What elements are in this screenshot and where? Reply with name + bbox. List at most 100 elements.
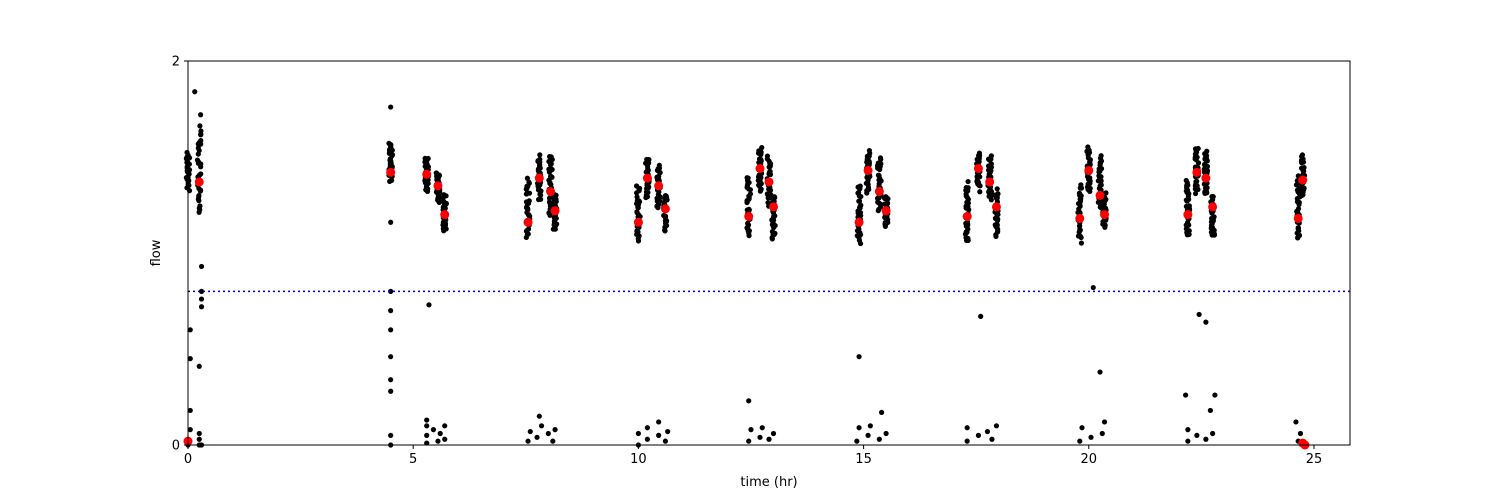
mean-point xyxy=(1293,213,1303,223)
observation-point xyxy=(746,438,752,444)
observation-points xyxy=(183,89,1308,448)
observation-point xyxy=(424,440,430,446)
observation-point xyxy=(661,212,667,219)
observation-point xyxy=(978,313,984,319)
observation-point xyxy=(766,436,772,442)
x-tick-label: 10 xyxy=(630,452,647,467)
mean-point xyxy=(1298,175,1308,185)
observation-point xyxy=(424,423,430,429)
mean-point xyxy=(633,217,643,227)
observation-point xyxy=(184,149,190,156)
observation-point xyxy=(194,157,201,163)
observation-point xyxy=(1085,181,1091,187)
observation-point xyxy=(655,191,661,198)
observation-point xyxy=(759,425,765,431)
observation-point xyxy=(526,198,532,204)
mean-point xyxy=(962,212,972,222)
observation-point xyxy=(553,198,559,205)
observation-point xyxy=(197,203,203,209)
observation-point xyxy=(1078,240,1085,246)
observation-point xyxy=(1293,182,1300,188)
observation-point xyxy=(1184,180,1190,186)
observation-point xyxy=(875,160,881,166)
observation-point xyxy=(187,356,193,362)
observation-point xyxy=(442,436,448,442)
observation-point xyxy=(526,190,533,196)
observation-point xyxy=(187,427,193,433)
observation-point xyxy=(425,186,431,192)
x-tick-label: 0 xyxy=(184,452,192,467)
observation-point xyxy=(196,193,202,199)
x-tick-label: 15 xyxy=(855,452,872,467)
observation-point xyxy=(1295,206,1302,212)
observation-point xyxy=(744,175,750,181)
observation-point xyxy=(662,438,669,444)
observation-point xyxy=(1194,178,1200,184)
observation-point xyxy=(196,430,202,437)
mean-point xyxy=(440,210,450,220)
observation-point xyxy=(1077,185,1083,191)
y-tick-label: 2 xyxy=(172,55,180,70)
observation-point xyxy=(656,419,662,425)
observation-point xyxy=(878,409,885,415)
observation-point xyxy=(534,434,540,440)
observation-point xyxy=(388,354,394,360)
mean-point xyxy=(422,169,432,179)
observation-point xyxy=(635,229,641,235)
observation-point xyxy=(538,423,545,429)
mean-point xyxy=(1201,173,1211,183)
observation-point xyxy=(1097,369,1103,375)
observation-point xyxy=(1096,173,1102,179)
observation-point xyxy=(875,172,882,178)
observation-point xyxy=(441,199,447,205)
x-axis-ticks: 0 5 10 15 20 25 xyxy=(184,445,1322,467)
mean-point xyxy=(550,206,560,216)
observation-point xyxy=(526,180,532,186)
observation-point xyxy=(756,148,762,155)
observation-point xyxy=(430,427,437,433)
observation-point xyxy=(665,428,671,435)
observation-point xyxy=(198,112,204,118)
mean-point xyxy=(194,177,204,187)
mean-point xyxy=(991,202,1001,212)
observation-point xyxy=(524,185,530,191)
observation-point xyxy=(769,236,775,242)
observation-point xyxy=(546,154,553,160)
observation-point xyxy=(1077,227,1083,233)
observation-point xyxy=(771,213,777,220)
observation-point xyxy=(388,388,394,394)
observation-point xyxy=(866,147,873,154)
observation-point xyxy=(1296,232,1303,238)
observation-point xyxy=(772,195,778,201)
observation-point xyxy=(1297,430,1304,437)
observation-point xyxy=(1097,204,1103,210)
observation-point xyxy=(1201,161,1208,168)
observation-point xyxy=(1087,157,1093,163)
observation-point xyxy=(1098,153,1104,159)
observation-point xyxy=(1298,157,1305,163)
observation-point xyxy=(866,153,872,159)
mean-point xyxy=(854,217,864,227)
observation-point xyxy=(1204,148,1210,154)
observation-point xyxy=(748,427,754,433)
observation-point xyxy=(546,166,552,172)
observation-point xyxy=(198,171,204,177)
mean-point xyxy=(1183,210,1193,220)
mean-point xyxy=(654,181,664,191)
mean-point xyxy=(863,165,873,175)
observation-point xyxy=(389,177,395,183)
mean-point xyxy=(1192,167,1202,177)
observation-point xyxy=(1207,407,1213,414)
observation-point xyxy=(195,145,201,151)
observation-point xyxy=(964,425,970,431)
observation-point xyxy=(552,427,558,433)
observation-point xyxy=(883,430,889,437)
mean-point xyxy=(534,173,544,183)
observation-point xyxy=(867,423,873,429)
mean-point xyxy=(764,177,774,187)
observation-point xyxy=(1077,200,1083,206)
y-axis-label: flow xyxy=(149,239,164,266)
observation-point xyxy=(995,216,1001,222)
observation-point xyxy=(1301,185,1307,191)
observation-point xyxy=(878,156,884,162)
